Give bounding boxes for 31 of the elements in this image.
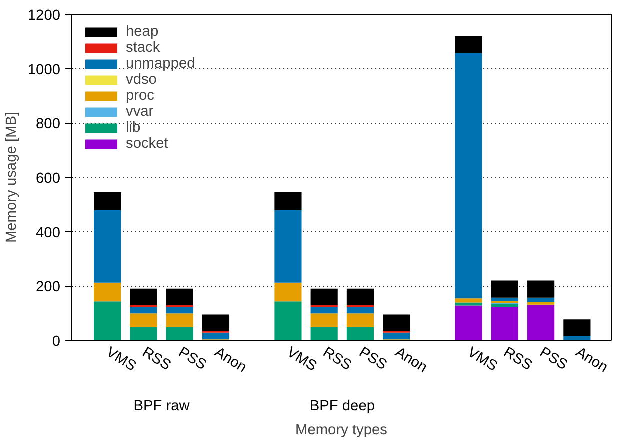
y-tick-label: 200 [36,280,61,296]
x-tick-label: PSS [356,344,390,374]
x-tick-label: VMS [284,344,320,376]
y-tick-label: 1000 [28,62,61,78]
y-tick-label: 400 [36,225,61,242]
y-axis-title: Memory usage [MB] [4,112,20,244]
x-tick-label: VMS [464,344,500,376]
x-axis-title: Memory types [295,422,388,438]
legend-label: lib [126,120,142,136]
legend-label: heap [126,24,159,40]
x-tick-label: PSS [536,344,570,374]
legend-label: proc [126,88,155,104]
legend-label: unmapped [126,56,196,72]
x-tick-label: VMS [103,344,140,376]
x-tick-label: Anon [392,344,430,376]
x-tick-label: PSS [176,344,210,374]
x-tick-label: Anon [573,344,611,376]
y-tick-label: 800 [36,116,61,133]
legend-label: stack [126,40,160,56]
y-tick-label: 1200 [28,8,61,24]
x-tick-label: RSS [500,344,536,374]
y-tick-label: 0 [52,334,61,350]
y-tick-label: 600 [36,171,61,187]
text: BPF raw [134,398,190,414]
legend-label: vdso [126,72,157,88]
legend-label: socket [126,136,168,152]
x-tick-label: RSS [320,344,354,374]
text: BPF deep [310,398,375,414]
x-tick-label: Anon [212,344,250,376]
x-tick-label: RSS [140,344,174,374]
legend-label: vvar [126,104,154,120]
